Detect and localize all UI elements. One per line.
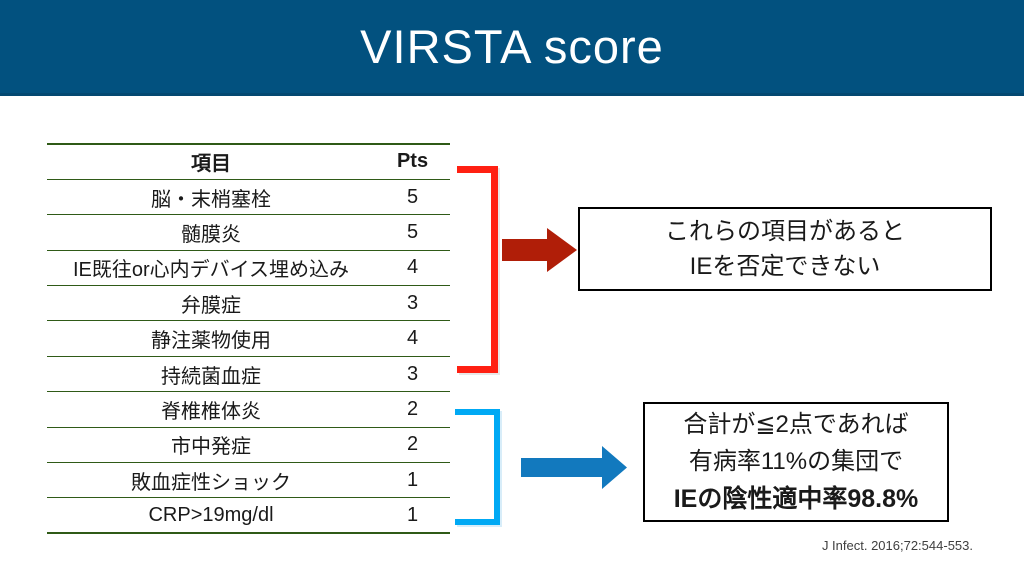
pts-cell: 4 bbox=[375, 250, 450, 287]
item-cell: CRP>19mg/dl bbox=[47, 497, 375, 534]
low-risk-line-2: 有病率11%の集団で bbox=[688, 448, 904, 476]
low-risk-bracket bbox=[455, 409, 500, 525]
page-title: VIRSTA score bbox=[360, 20, 664, 73]
journal-citation: J Infect. 2016;72:544-553. bbox=[821, 538, 973, 553]
table-row: 脳・末梢塞栓 5 bbox=[47, 179, 450, 216]
item-cell: 脳・末梢塞栓 bbox=[47, 179, 375, 216]
table-row: 敗血症性ショック 1 bbox=[47, 462, 450, 499]
pts-cell: 3 bbox=[375, 356, 450, 393]
item-cell: 持続菌血症 bbox=[47, 356, 375, 393]
column-header-pts: Pts bbox=[375, 144, 450, 180]
red-right-arrow-icon bbox=[502, 228, 577, 272]
low-risk-callout-box: 合計が≦2点であれば 有病率11%の集団で IEの陰性適中率98.8% bbox=[643, 402, 949, 522]
pts-cell: 1 bbox=[375, 497, 450, 534]
item-cell: IE既往or心内デバイス埋め込み bbox=[47, 250, 375, 287]
pts-cell: 3 bbox=[375, 285, 450, 322]
low-risk-line-3: IEの陰性適中率98.8% bbox=[673, 484, 919, 513]
table-row: 弁膜症 3 bbox=[47, 285, 450, 322]
table-row: 静注薬物使用 4 bbox=[47, 320, 450, 357]
table-row: 脊椎椎体炎 2 bbox=[47, 391, 450, 428]
table-row: CRP>19mg/dl 1 bbox=[47, 497, 450, 534]
item-cell: 髄膜炎 bbox=[47, 214, 375, 251]
pts-cell: 5 bbox=[375, 214, 450, 251]
blue-right-arrow-icon bbox=[521, 446, 627, 489]
pts-cell: 2 bbox=[375, 391, 450, 428]
low-risk-line-1: 合計が≦2点であれば bbox=[683, 410, 909, 438]
table-row: 持続菌血症 3 bbox=[47, 356, 450, 393]
title-bar: VIRSTA score bbox=[0, 0, 1024, 96]
high-risk-line-1: これらの項目があると bbox=[665, 218, 905, 245]
high-risk-callout-box: これらの項目があると IEを否定できない bbox=[578, 207, 992, 291]
item-cell: 脊椎椎体炎 bbox=[47, 391, 375, 428]
pts-cell: 5 bbox=[375, 179, 450, 216]
table-header-row: 項目 Pts bbox=[47, 144, 450, 180]
table-row: 髄膜炎 5 bbox=[47, 214, 450, 251]
pts-cell: 4 bbox=[375, 320, 450, 357]
table-row: IE既往or心内デバイス埋め込み 4 bbox=[47, 250, 450, 287]
pts-cell: 1 bbox=[375, 462, 450, 499]
virsta-score-table: 項目 Pts 脳・末梢塞栓 5 髄膜炎 5 IE既往or心内デバイス埋め込み 4… bbox=[47, 143, 450, 535]
item-cell: 静注薬物使用 bbox=[47, 320, 375, 357]
item-cell: 弁膜症 bbox=[47, 285, 375, 322]
item-cell: 敗血症性ショック bbox=[47, 462, 375, 499]
column-header-item: 項目 bbox=[47, 144, 375, 180]
high-risk-bracket bbox=[457, 166, 498, 373]
item-cell: 市中発症 bbox=[47, 427, 375, 464]
table-row: 市中発症 2 bbox=[47, 427, 450, 464]
high-risk-line-2: IEを否定できない bbox=[689, 253, 881, 280]
pts-cell: 2 bbox=[375, 427, 450, 464]
